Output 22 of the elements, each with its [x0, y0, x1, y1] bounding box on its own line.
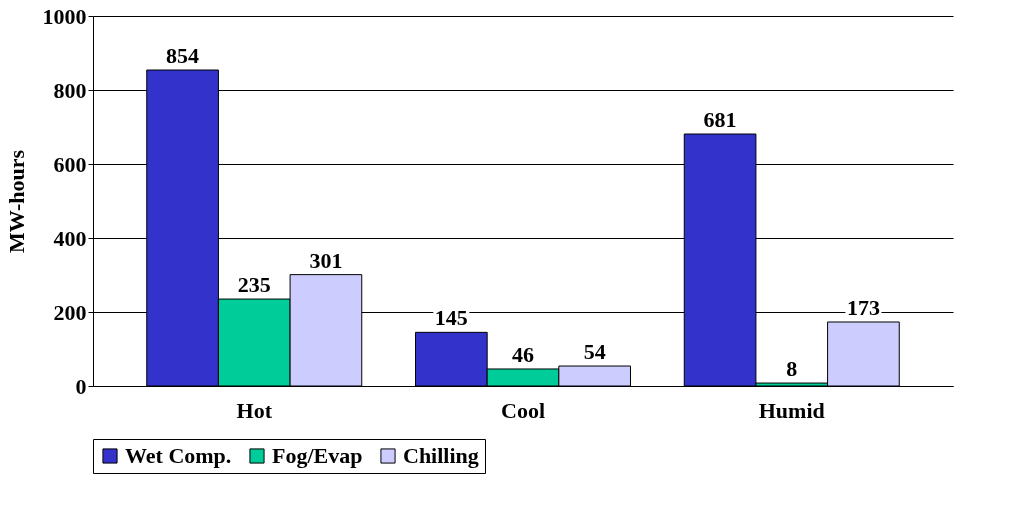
- y-tick-label: 1000: [42, 3, 87, 29]
- data-label: 173: [846, 294, 880, 320]
- y-tick-label: 800: [53, 77, 87, 103]
- data-label: 8: [786, 356, 798, 382]
- y-tick-label: 600: [53, 151, 87, 177]
- legend-label: Wet Comp.: [125, 443, 232, 468]
- y-axis-title: MW-hours: [3, 149, 29, 254]
- x-tick-label: Cool: [501, 397, 545, 423]
- data-label: 681: [703, 107, 737, 133]
- y-tick-label: 200: [53, 299, 87, 325]
- y-tick-label: 400: [53, 225, 87, 251]
- data-label: 54: [583, 339, 606, 365]
- legend-label: Chilling: [403, 443, 479, 468]
- data-label: 235: [237, 272, 271, 298]
- y-tick-label: 0: [75, 373, 87, 399]
- x-tick-label: Hot: [236, 397, 273, 423]
- data-label: 301: [309, 247, 343, 273]
- data-label: 46: [512, 341, 534, 367]
- x-tick-label: Humid: [758, 397, 825, 423]
- data-label: 854: [166, 43, 200, 69]
- legend-label: Fog/Evap: [272, 443, 363, 468]
- data-label: 145: [434, 305, 468, 331]
